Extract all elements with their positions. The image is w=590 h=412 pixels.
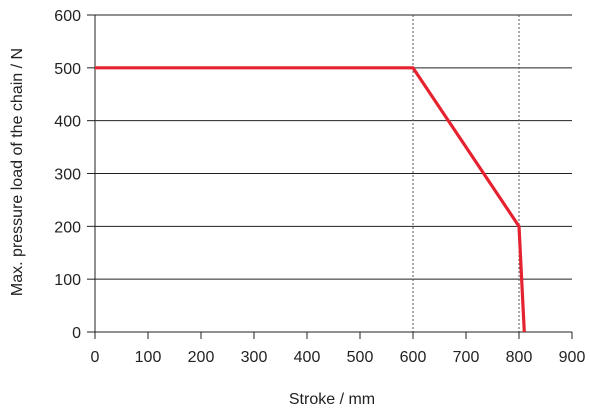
- series-group: [94, 66, 526, 333]
- x-tick-label-0: 0: [91, 349, 100, 366]
- y-ticks: 0 100 200 300 400 500 600: [54, 8, 95, 342]
- x-tick-label-800: 800: [506, 349, 533, 366]
- series-line-0: [95, 66, 526, 333]
- x-tick-label-400: 400: [294, 349, 321, 366]
- y-tick-label-300: 300: [54, 167, 81, 184]
- y-tick-label-400: 400: [54, 114, 81, 131]
- x-tick-label-700: 700: [453, 349, 480, 366]
- x-tick-label-200: 200: [188, 349, 215, 366]
- x-axis-title: Stroke / mm: [289, 391, 375, 408]
- y-tick-label-500: 500: [54, 61, 81, 78]
- y-tick-label-200: 200: [54, 219, 81, 236]
- y-tick-label-100: 100: [54, 272, 81, 289]
- x-tick-label-600: 600: [400, 349, 427, 366]
- grid: [95, 14, 572, 280]
- y-tick-label-600: 600: [54, 8, 81, 25]
- x-ticks: 0 100 200 300 400 500 600 700 800 900: [91, 332, 586, 366]
- x-tick-label-100: 100: [135, 349, 162, 366]
- y-tick-label-0: 0: [72, 325, 81, 342]
- x-tick-label-300: 300: [241, 349, 268, 366]
- y-axis-title: Max. pressure load of the chain / N: [9, 48, 26, 296]
- x-tick-label-500: 500: [347, 349, 374, 366]
- x-tick-label-900: 900: [559, 349, 586, 366]
